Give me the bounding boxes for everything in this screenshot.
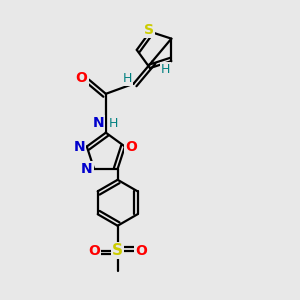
- Text: H: H: [109, 117, 118, 130]
- Text: H: H: [161, 63, 170, 76]
- Text: S: S: [143, 23, 154, 37]
- Text: O: O: [125, 140, 137, 154]
- Text: N: N: [74, 140, 85, 154]
- Text: N: N: [93, 116, 104, 130]
- Text: H: H: [123, 72, 133, 85]
- Text: O: O: [135, 244, 147, 258]
- Text: N: N: [81, 162, 92, 176]
- Text: O: O: [88, 244, 100, 258]
- Text: S: S: [112, 243, 123, 258]
- Text: O: O: [76, 71, 88, 85]
